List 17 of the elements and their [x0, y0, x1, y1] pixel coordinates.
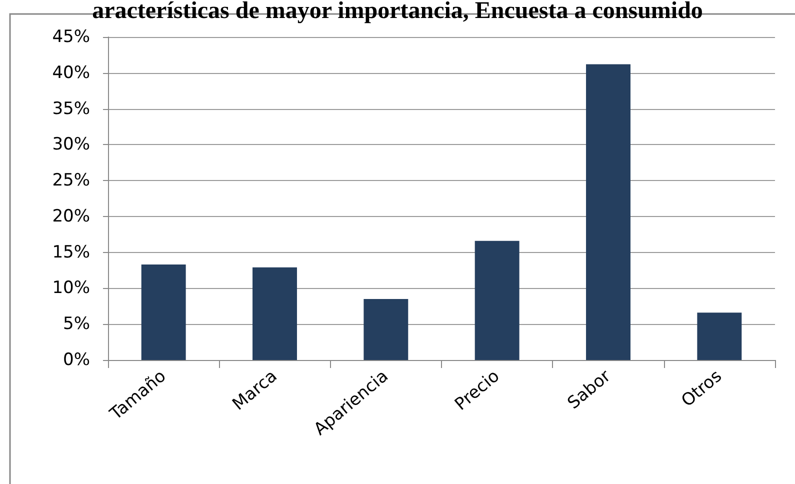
y-tick-label: 25% — [52, 170, 90, 191]
y-tick-label: 10% — [52, 278, 90, 298]
y-tick-label: 0% — [63, 350, 90, 370]
y-tick-label: 30% — [52, 134, 90, 155]
bar — [252, 267, 297, 360]
bar — [474, 240, 520, 360]
y-tick-label: 45% — [52, 27, 90, 47]
bar — [364, 298, 408, 360]
y-tick-label: 40% — [52, 62, 90, 83]
bar — [697, 312, 742, 360]
y-tick-label: 20% — [52, 206, 90, 226]
y-tick-label: 35% — [52, 98, 90, 119]
bar — [586, 64, 630, 360]
y-tick-label: 15% — [52, 242, 90, 262]
bar — [141, 264, 186, 360]
y-tick-label: 5% — [63, 314, 90, 334]
chart-title: aracterísticas de mayor importancia, Encuesta a consumido — [92, 0, 703, 24]
